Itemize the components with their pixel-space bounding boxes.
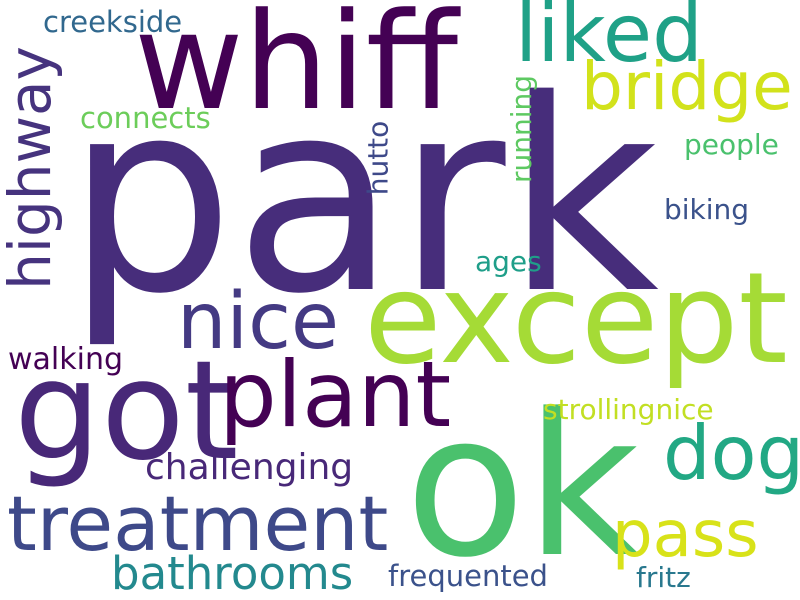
word-running: running — [505, 74, 539, 184]
word-liked: liked — [515, 0, 703, 80]
word-ages: ages — [475, 245, 542, 278]
word-hutto: hutto — [361, 120, 395, 196]
word-people: people — [684, 128, 779, 161]
word-park: park — [66, 44, 660, 352]
word-ok: ok — [405, 372, 640, 600]
word-pass: pass — [612, 498, 759, 572]
word-walking: walking — [8, 342, 124, 377]
word-bathrooms: bathrooms — [111, 547, 354, 600]
word-nice: nice — [177, 277, 339, 367]
word-dog: dog — [663, 409, 800, 497]
word-plant: plant — [219, 343, 452, 448]
word-got: got — [14, 332, 239, 491]
word-highway: highway — [0, 46, 64, 290]
word-creekside: creekside — [43, 5, 183, 39]
word-whiff: whiff — [134, 0, 459, 140]
word-except: except — [364, 245, 788, 392]
word-biking: biking — [664, 193, 750, 226]
word-challenging: challenging — [145, 447, 354, 488]
word-connects: connects — [80, 101, 211, 135]
word-fritz: fritz — [636, 561, 691, 594]
word-bridge: bridge — [581, 48, 793, 125]
word-treatment: treatment — [7, 479, 389, 568]
word-frequented: frequented — [388, 559, 548, 593]
word-strollingnice: strollingnice — [543, 393, 714, 426]
